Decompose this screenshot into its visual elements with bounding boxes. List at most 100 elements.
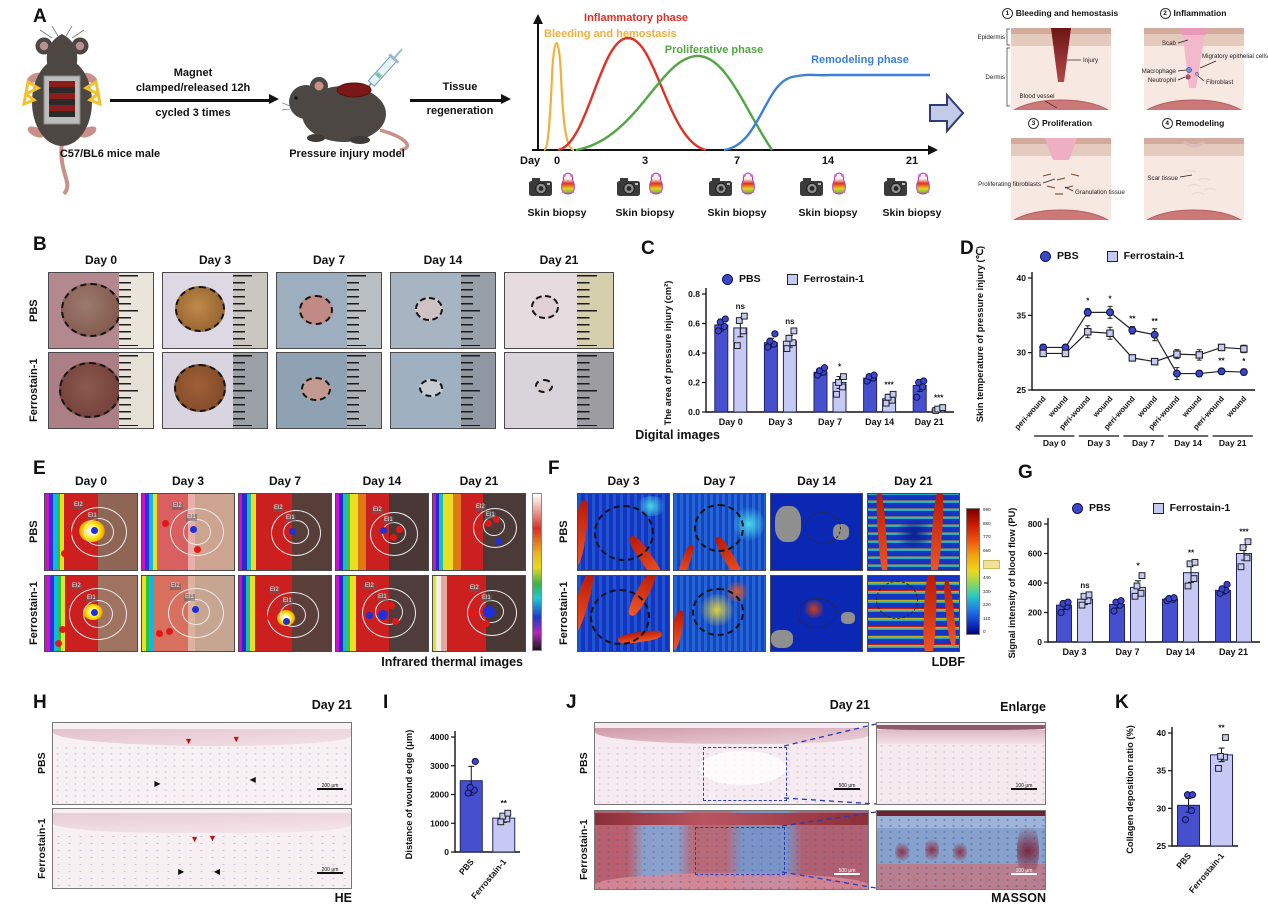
roi-rectangle — [703, 747, 787, 801]
scale-bar: 200 μm — [317, 867, 343, 880]
panel-j-row-ferrostain: Ferrostain-1 — [578, 819, 590, 881]
colorbar-tick: 0 — [983, 629, 986, 635]
ldbf-image — [673, 493, 766, 571]
significance-label: ** — [1218, 724, 1225, 733]
label-neutrophil: Neutrophil — [1148, 77, 1176, 84]
panel-h-label: H — [33, 692, 47, 713]
thermal-image: El2 El1 — [238, 493, 332, 571]
thermal-image: El2 El1 — [335, 493, 429, 571]
chart-text: 30 — [1017, 348, 1027, 358]
panel-b-row-pbs: PBS — [28, 299, 40, 322]
y-axis-label: Signal intensity of blood flow (PU) — [1007, 508, 1017, 659]
curve-remodeling — [723, 73, 930, 152]
panel-c-legend: PBS Ferrostain-1 — [722, 273, 864, 285]
legend-pbs: PBS — [739, 273, 761, 285]
panel-g-label: G — [1018, 462, 1033, 483]
data-point — [471, 757, 479, 766]
pbs-marker-icon — [722, 273, 733, 285]
x-tick-label: Day 14 — [865, 417, 894, 427]
group-label: Day 7 — [1132, 438, 1155, 448]
data-point — [733, 342, 741, 350]
legend-pbs: PBS — [1057, 250, 1079, 262]
data-point — [1131, 592, 1139, 600]
arrow1-line3: cycled 3 times — [155, 107, 231, 119]
significance-label: * — [838, 363, 842, 372]
data-point — [714, 327, 722, 335]
phase-label-bleeding: Bleeding and hemostasis — [544, 28, 677, 40]
bar — [1215, 589, 1231, 643]
panel-i-label: I — [383, 692, 389, 713]
panel-b-row-ferrostain: Ferrostain-1 — [28, 358, 40, 423]
wound-edge-distance-chart: 0 1000 2000 3000 4000 Distance of wound edge … — [400, 715, 550, 915]
diagram-proliferation: Proliferating fibroblasts Granulation ti… — [978, 138, 1125, 220]
data-point — [1061, 349, 1070, 358]
thermal-image: El2 El1 — [432, 493, 526, 571]
roi-label-outer: El2 — [372, 507, 383, 514]
day-tick-14: 14 — [822, 155, 835, 167]
group-label: Day 21 — [1219, 438, 1247, 448]
significance-label: *** — [934, 394, 944, 403]
panel-e-day0-header: Day 0 — [74, 474, 108, 488]
black-arrowhead-icon: ▶ — [154, 779, 161, 788]
roi-label-outer: El2 — [73, 502, 84, 509]
significance-label: ns — [1080, 581, 1090, 590]
day-axis-label: Day — [520, 155, 541, 167]
data-point — [790, 327, 798, 335]
arrow2-line2: regeneration — [426, 105, 494, 117]
ferrostain-marker-icon — [786, 273, 798, 285]
roi-label-outer: El2 — [269, 587, 280, 594]
data-point — [1064, 598, 1072, 606]
colorbar-tick: 880 — [983, 520, 991, 526]
blood-flow-chart: 0 200 400 600 800 Signal intensity of blood f… — [1002, 492, 1268, 672]
curve-inflammatory — [557, 36, 707, 152]
legend-pbs: PBS — [1089, 502, 1111, 514]
biopsy-timeline: Skin biopsy Skin biopsy Skin biopsy Skin… — [528, 172, 942, 219]
data-point — [1150, 330, 1159, 339]
colorbar-tick: 770 — [983, 534, 991, 540]
ldbf-colorbar — [966, 508, 980, 635]
series-line — [1043, 331, 1244, 363]
group-label: Day 3 — [1087, 438, 1110, 448]
colorbar-highlight-chip — [983, 560, 1000, 569]
day-tick-21: 21 — [906, 155, 918, 167]
arrow1-line1: Magnet — [173, 67, 213, 79]
diagram2-number: 2 — [1159, 8, 1171, 19]
chart-text: 40 — [1157, 728, 1167, 738]
x-tick-label: Day 3 — [768, 417, 792, 427]
data-point — [920, 377, 928, 385]
thermal-mouse-icon — [916, 172, 930, 195]
data-point — [721, 315, 729, 323]
panel-h-row-pbs: PBS — [36, 752, 48, 775]
x-tick-label: peri-wound — [1013, 394, 1048, 431]
data-point — [1195, 369, 1204, 378]
masson-image: 500 μm — [594, 810, 869, 890]
panel-e-label: E — [33, 458, 46, 479]
colorbar-tick: 110 — [983, 615, 991, 621]
data-point — [1218, 585, 1226, 593]
roi-label-outer: El2 — [172, 503, 183, 510]
chart-text: 0.0 — [688, 407, 700, 417]
legend-ferrostain: Ferrostain-1 — [803, 273, 865, 285]
curve-bleeding — [542, 41, 575, 152]
roi-label-outer: El2 — [273, 505, 284, 512]
y-axis-label: Skin temperature of pressure injury (℃) — [975, 246, 985, 422]
x-tick-label: Day 3 — [1062, 647, 1086, 657]
thermal-mouse-icon — [741, 172, 755, 195]
roi-label-inner: El1 — [481, 595, 492, 602]
ldbf-image — [577, 493, 670, 571]
data-point — [1173, 350, 1181, 358]
data-point — [1188, 791, 1197, 799]
ferrostain-marker-icon — [1106, 250, 1118, 262]
colorbar-tick: 990 — [983, 507, 991, 512]
wound-photo — [504, 272, 614, 349]
thermal-image: El2 El1 — [238, 575, 332, 652]
panel-e-day3-header: Day 3 — [171, 474, 205, 488]
panel-b-day7-header: Day 7 — [312, 253, 346, 267]
red-arrowhead-icon: ▼ — [184, 736, 194, 746]
scale-bar: 200 μm — [317, 783, 343, 796]
chart-text: 1000 — [430, 818, 449, 828]
masson-image: 500 μm — [594, 722, 869, 805]
legend-ferrostain: Ferrostain-1 — [1123, 250, 1185, 262]
red-arrowhead-icon: ▼ — [231, 734, 241, 744]
